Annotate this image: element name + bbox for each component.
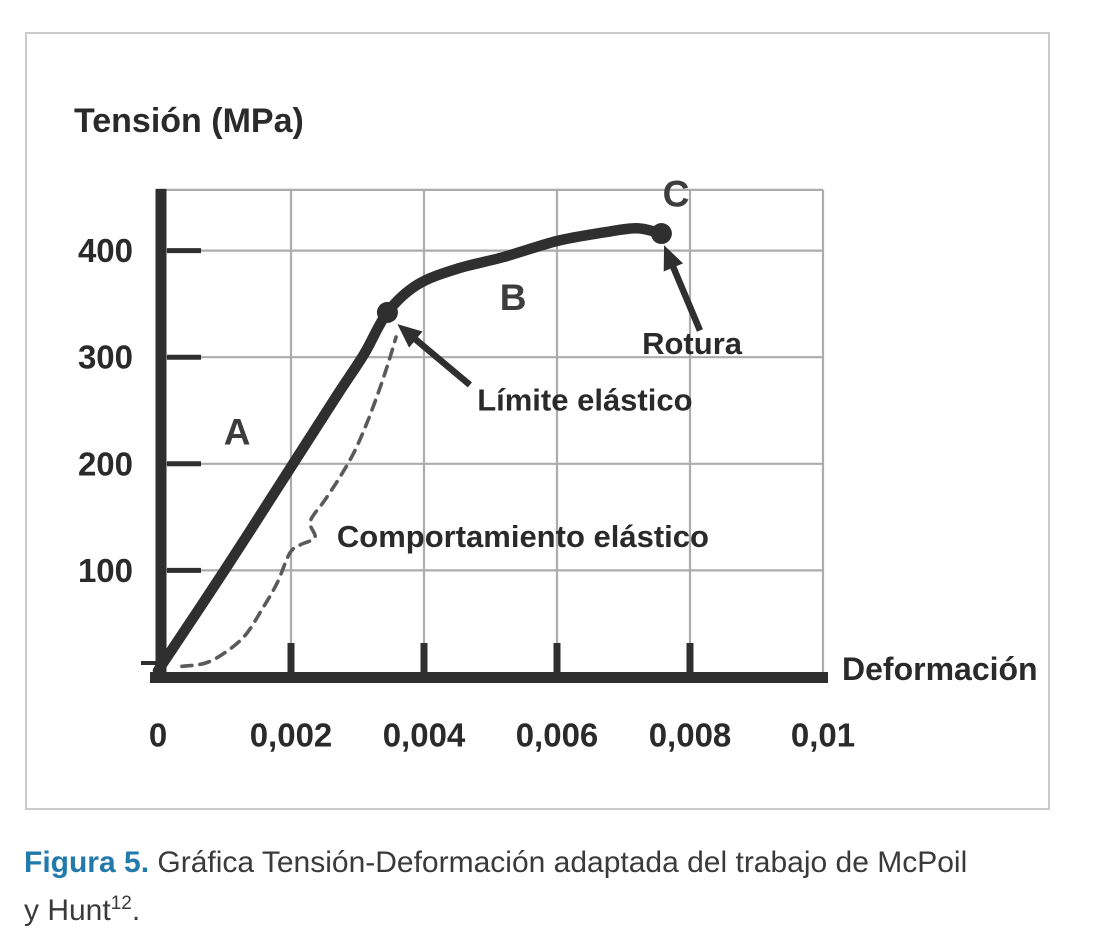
caption-text-line1: Gráfica Tensión-Deformación adaptada del… (149, 846, 968, 879)
limite-elastico-annotation-label: Límite elástico (477, 382, 692, 417)
curva-tension-deformacion (152, 222, 667, 676)
caption-text-line2: y Hunt (24, 894, 111, 927)
y-tick-label-400: 400 (78, 232, 133, 269)
rotura-annotation-label: Rotura (642, 326, 743, 361)
x-tick-label-0,002: 0,002 (250, 717, 333, 754)
rotura-arrow-line (668, 260, 703, 332)
x-tick-label-0,006: 0,006 (516, 717, 599, 754)
y-tick-label-200: 200 (78, 445, 133, 482)
comportamiento-elastico-annotation-label: Comportamiento elástico (337, 519, 709, 554)
y-tick-label-300: 300 (78, 339, 133, 376)
y-axis-title: Tensión (MPa) (74, 102, 304, 140)
region-c-label: C (663, 174, 690, 215)
limite-elastico-arrow-line (409, 333, 472, 388)
caption-figure-label: Figura 5. (24, 846, 150, 879)
caption-period: . (131, 894, 141, 927)
figure-caption: Figura 5. Gráfica Tensión-Deformación ad… (24, 839, 1058, 935)
x-axis-title: Deformación (842, 651, 1038, 687)
x-tick-label-0,004: 0,004 (383, 717, 466, 754)
x-tick-label-0: 0 (149, 717, 167, 754)
region-a-label: A (224, 411, 251, 452)
limite-elastico-point (376, 301, 398, 323)
curva-comportamiento-elastico (180, 335, 398, 669)
rotura-arrow-head (663, 245, 684, 272)
limite-elastico-arrow-head (397, 324, 423, 348)
region-b-label: B (500, 277, 527, 318)
x-tick-label-0,008: 0,008 (649, 717, 732, 754)
rotura-point (650, 223, 672, 245)
caption-reference-superscript: 12 (110, 893, 132, 914)
x-tick-label-0,01: 0,01 (791, 717, 855, 754)
y-tick-label-100: 100 (78, 552, 133, 589)
